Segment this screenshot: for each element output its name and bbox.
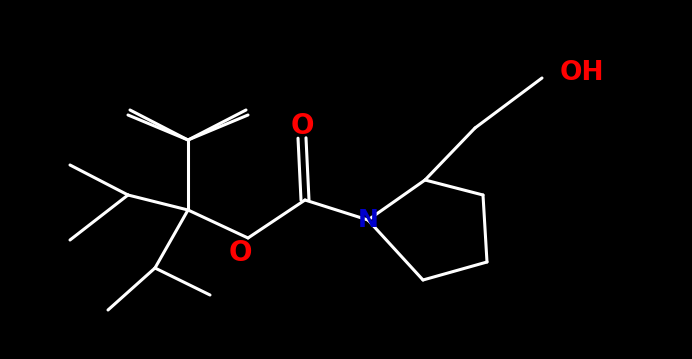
Text: OH: OH [560, 60, 605, 86]
Text: O: O [228, 239, 252, 267]
Text: N: N [358, 208, 379, 232]
Text: O: O [290, 112, 313, 140]
